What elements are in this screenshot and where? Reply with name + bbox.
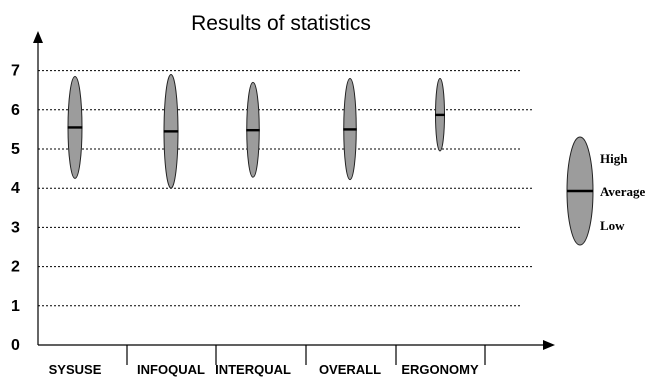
- legend-label-high: High: [600, 151, 628, 166]
- y-tick-label-3: 3: [11, 219, 20, 236]
- y-tick-label-1: 1: [11, 298, 20, 315]
- y-tick-label-6: 6: [11, 102, 20, 119]
- legend-label-average: Average: [600, 184, 645, 199]
- y-axis-arrow: [33, 31, 43, 43]
- legend-label-low: Low: [600, 218, 625, 233]
- x-tick-label-interqual: INTERQUAL: [215, 362, 291, 377]
- y-tick-label-5: 5: [11, 141, 20, 158]
- y-tick-label-2: 2: [11, 259, 20, 276]
- y-tick-label-4: 4: [11, 180, 20, 197]
- grid-layer: [38, 70, 533, 307]
- x-tick-label-infoqual: INFOQUAL: [137, 362, 205, 377]
- x-tick-label-ergonomy: ERGONOMY: [401, 362, 479, 377]
- y-tick-label-0: 0: [11, 337, 20, 354]
- y-tick-labels: 0 1 2 3 4 5 6 7: [11, 63, 20, 354]
- axes-layer: [33, 31, 555, 365]
- x-tick-label-overall: OVERALL: [319, 362, 381, 377]
- x-axis-arrow: [543, 340, 555, 350]
- x-tick-label-sysuse: SYSUSE: [49, 362, 102, 377]
- y-tick-label-7: 7: [11, 63, 20, 80]
- chart-title: Results of statistics: [191, 12, 371, 35]
- x-tick-labels: SYSUSE INFOQUAL INTERQUAL OVERALL ERGONOMY: [49, 362, 479, 377]
- legend: High Average Low: [566, 136, 645, 246]
- range-marks: [67, 74, 445, 189]
